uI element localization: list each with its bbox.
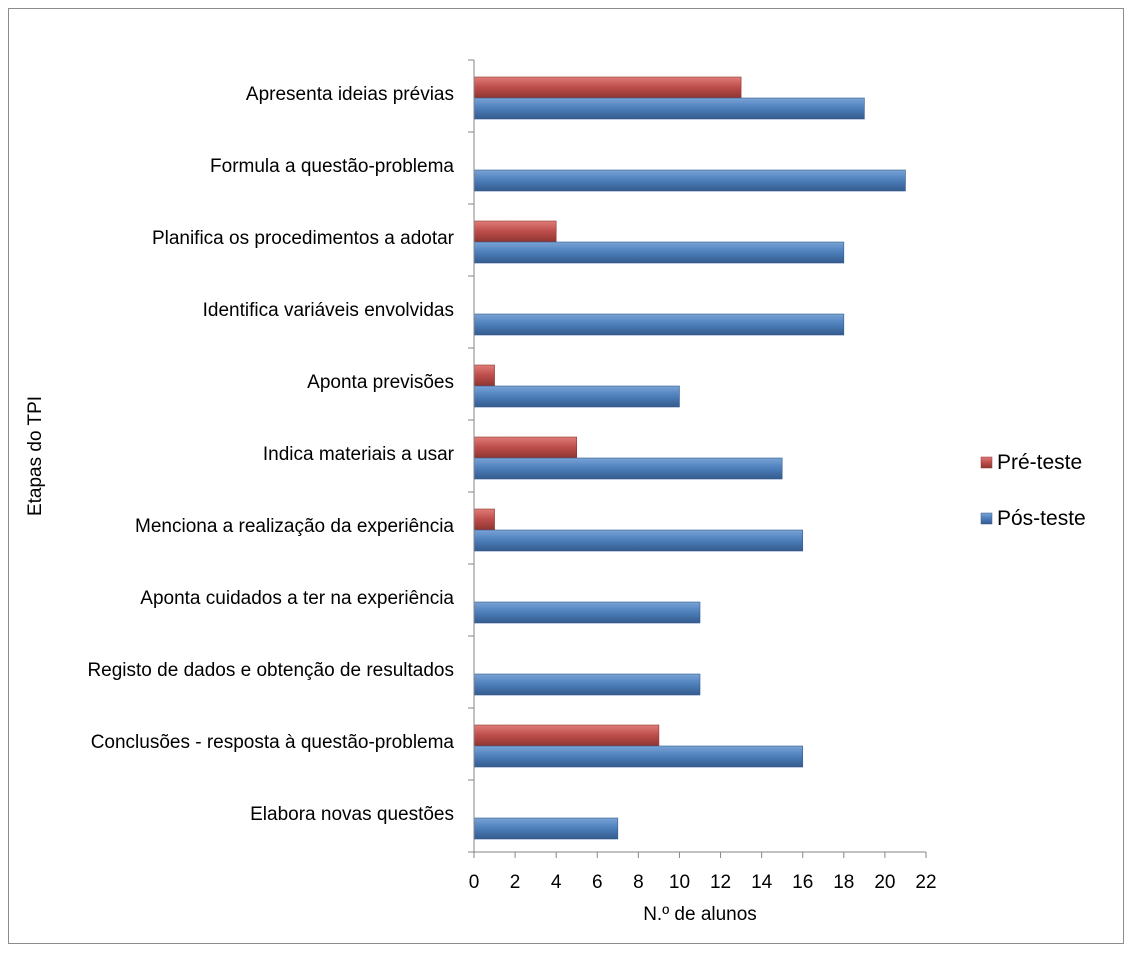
legend-swatch-pre-teste (980, 456, 993, 469)
legend-swatch-pos-teste (980, 512, 993, 525)
bar-pos-teste (473, 241, 845, 264)
x-tick-label: 8 (633, 872, 644, 893)
bar-pos-teste (473, 169, 906, 192)
bar-pos-teste (473, 529, 804, 552)
category-label: Conclusões - resposta à questão-problema (91, 732, 455, 753)
bar-pos-teste (473, 745, 804, 768)
category-label: Elabora novas questões (250, 804, 454, 825)
bar-pos-teste (473, 313, 845, 336)
x-tick-label: 2 (510, 872, 521, 893)
bar-pre-teste (473, 508, 495, 531)
x-tick-label: 0 (469, 872, 480, 893)
x-tick-label: 14 (751, 872, 773, 893)
y-axis (468, 59, 475, 853)
legend-item-pos-teste: Pós-teste (980, 507, 1086, 530)
bar-pre-teste (473, 724, 660, 747)
category-label: Menciona a realização da experiência (135, 516, 454, 537)
category-label: Identifica variáveis envolvidas (203, 300, 454, 321)
legend-label-pre-teste: Pré-teste (997, 451, 1082, 474)
x-tick-label: 22 (915, 872, 936, 893)
x-tick-label: 20 (874, 872, 895, 893)
bar-pos-teste (473, 97, 865, 120)
bar-pos-teste (473, 673, 701, 696)
bar-pre-teste (473, 76, 742, 99)
y-axis-ticks (468, 59, 474, 853)
legend: Pré-teste Pós-teste (980, 451, 1086, 530)
bar-pos-teste (473, 457, 783, 480)
x-tick-label: 6 (592, 872, 603, 893)
bar-pos-teste (473, 601, 701, 624)
x-tick-label: 18 (833, 872, 854, 893)
x-tick-label: 4 (551, 872, 562, 893)
bar-pos-teste (473, 385, 680, 408)
x-tick-label: 12 (710, 872, 731, 893)
category-label: Formula a questão-problema (210, 156, 454, 177)
bar-pre-teste (473, 220, 557, 243)
bar-pre-teste (473, 436, 578, 459)
category-label: Apresenta ideias prévias (246, 84, 454, 105)
category-label: Planifica os procedimentos a adotar (152, 228, 455, 249)
bar-pre-teste (473, 364, 495, 387)
category-label: Registo de dados e obtenção de resultado… (87, 660, 454, 681)
bars-group (473, 76, 906, 840)
x-axis-title: N.º de alunos (643, 904, 757, 925)
bar-pos-teste (473, 817, 619, 840)
category-label: Aponta previsões (307, 372, 454, 393)
category-label: Aponta cuidados a ter na experiência (140, 588, 454, 609)
legend-item-pre-teste: Pré-teste (980, 451, 1082, 474)
category-labels: Apresenta ideias prévias Formula a questã… (87, 84, 454, 825)
legend-label-pos-teste: Pós-teste (997, 507, 1086, 530)
category-label: Indica materiais a usar (263, 444, 455, 465)
x-tick-label: 10 (669, 872, 690, 893)
x-tick-label: 16 (792, 872, 813, 893)
y-axis-title: Etapas do TPI (25, 396, 46, 516)
x-axis: 0 2 4 6 8 10 12 14 16 18 20 22 (469, 851, 937, 893)
x-axis-ticks: 0 2 4 6 8 10 12 14 16 18 20 22 (469, 852, 937, 893)
